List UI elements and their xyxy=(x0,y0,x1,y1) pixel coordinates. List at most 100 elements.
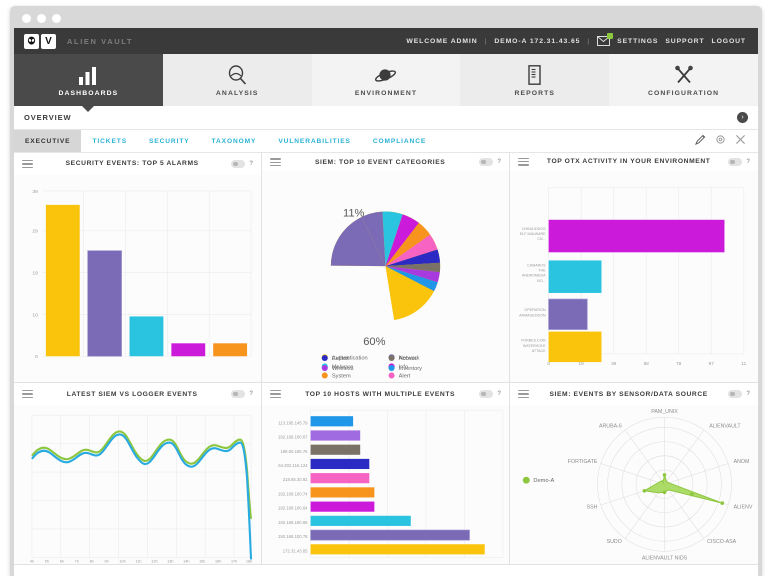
help-icon[interactable]: ? xyxy=(497,391,501,397)
collapse-toggle[interactable] xyxy=(231,390,246,398)
help-icon[interactable]: ? xyxy=(497,159,501,166)
slice-network-b xyxy=(361,212,386,267)
legend-label-demo-a: Demo-A xyxy=(533,478,554,484)
svg-text:14h: 14h xyxy=(183,560,189,564)
envelope-icon[interactable] xyxy=(597,33,614,46)
nav-label-reports: REPORTS xyxy=(514,90,556,97)
window-dot-2[interactable] xyxy=(37,14,46,23)
panel-body: 11% 60% Authentication Malware System Ne… xyxy=(262,171,509,382)
host-label: DEMO-A 172.31.43.65 xyxy=(494,37,581,45)
panel-title: SIEM: TOP 10 EVENT CATEGORIES xyxy=(314,158,446,166)
tab-security[interactable]: SECURITY xyxy=(138,130,201,152)
svg-text:39: 39 xyxy=(32,189,38,195)
collapse-toggle[interactable] xyxy=(479,158,494,167)
brand-name: ALIEN VAULT xyxy=(67,36,134,46)
bar-forbes-waterhole xyxy=(548,331,602,362)
tools-icon xyxy=(674,63,694,85)
panel-menu-icon[interactable] xyxy=(270,158,281,167)
pie-slices[interactable] xyxy=(330,211,441,321)
x-axis-ticks: 0 19 39 58 78 97 11 xyxy=(547,361,746,366)
edit-pencil-icon[interactable] xyxy=(695,132,706,150)
svg-text:SSH: SSH xyxy=(587,505,598,511)
bar-host-7 xyxy=(310,501,375,512)
help-icon[interactable]: ? xyxy=(746,391,750,397)
panel-header: LATEST SIEM VS LOGGER EVENTS ? xyxy=(14,383,261,405)
nav-tab-dashboards[interactable]: DASHBOARDS xyxy=(14,54,163,112)
svg-text:CN...: CN... xyxy=(537,237,545,241)
bars[interactable] xyxy=(45,204,248,357)
svg-text:ALIENV: ALIENV xyxy=(734,505,753,511)
bars[interactable] xyxy=(310,416,485,555)
slice-wireless xyxy=(385,266,440,283)
line-series-siem xyxy=(31,430,253,519)
svg-text:ATTACK: ATTACK xyxy=(532,349,546,353)
bar-alarm-2 xyxy=(87,250,122,357)
expand-arrow-icon[interactable]: › xyxy=(737,112,748,123)
tab-vulnerabilities[interactable]: VULNERABILITIES xyxy=(267,130,361,152)
collapse-toggle[interactable] xyxy=(479,390,494,398)
help-icon[interactable]: ? xyxy=(249,160,253,167)
bar-host-6 xyxy=(310,487,375,498)
collapse-toggle[interactable] xyxy=(728,157,743,166)
panel-menu-icon[interactable] xyxy=(518,389,529,399)
window-dot-3[interactable] xyxy=(52,14,61,23)
tab-label: TICKETS xyxy=(92,137,127,145)
panel-menu-icon[interactable] xyxy=(22,159,33,168)
tab-label: TAXONOMY xyxy=(211,137,257,145)
panel-menu-icon[interactable] xyxy=(22,389,33,399)
help-icon[interactable]: ? xyxy=(249,391,253,397)
radar-body: PAM_UNIX ALIENVAULT ANOM ALIENV CISCO-AS… xyxy=(568,409,753,561)
svg-text:19: 19 xyxy=(32,270,38,276)
svg-text:0: 0 xyxy=(547,361,550,366)
svg-text:ARMAGEDDON: ARMAGEDDON xyxy=(519,313,546,317)
collapse-toggle[interactable] xyxy=(728,390,743,398)
settings-gear-icon[interactable] xyxy=(715,132,726,150)
svg-text:THE: THE xyxy=(538,268,546,272)
tab-tickets[interactable]: TICKETS xyxy=(81,130,138,152)
collapse-toggle[interactable] xyxy=(231,159,246,168)
legend-swatch-alert xyxy=(388,372,395,379)
svg-text:11: 11 xyxy=(741,361,746,366)
svg-text:12h: 12h xyxy=(151,560,157,564)
line-series-logger xyxy=(31,433,253,560)
svg-text:192.168.100.64: 192.168.100.64 xyxy=(278,506,308,511)
svg-text:10h: 10h xyxy=(119,560,125,564)
svg-text:18h: 18h xyxy=(246,560,252,564)
panel-latest-siem-vs-logger: LATEST SIEM VS LOGGER EVENTS ? xyxy=(14,383,262,565)
settings-link[interactable]: SETTINGS xyxy=(617,37,659,45)
panel-controls: ? xyxy=(231,159,253,168)
svg-text:0: 0 xyxy=(35,354,38,360)
tab-executive[interactable]: EXECUTIVE xyxy=(14,130,82,152)
nav-tab-reports[interactable]: REPORTS xyxy=(460,54,610,106)
panel-menu-icon[interactable] xyxy=(518,157,529,166)
nav-tab-environment[interactable]: ENVIRONMENT xyxy=(311,54,461,106)
close-x-icon[interactable] xyxy=(735,132,746,150)
bar-chart-icon xyxy=(78,63,98,85)
logout-link[interactable]: LOGOUT xyxy=(711,37,746,45)
svg-text:ALIENVAULT NIDS: ALIENVAULT NIDS xyxy=(642,555,688,561)
svg-text:192.168.100.65: 192.168.100.65 xyxy=(278,520,308,525)
tab-compliance[interactable]: COMPLIANCE xyxy=(362,130,437,152)
page-title: OVERVIEW xyxy=(24,113,72,122)
bar-host-1 xyxy=(310,416,354,427)
panel-menu-icon[interactable] xyxy=(270,389,281,399)
bars[interactable] xyxy=(548,219,725,362)
pie-chart-categories: 11% 60% Authentication Malware System Ne… xyxy=(321,208,441,380)
nav-label-analysis: ANALYSIS xyxy=(215,90,259,97)
radar-points xyxy=(642,473,725,505)
tab-taxonomy[interactable]: TAXONOMY xyxy=(201,130,268,152)
v-letter-icon: V xyxy=(41,33,56,49)
slice-inventory xyxy=(385,266,438,292)
svg-text:CAMAROS: CAMAROS xyxy=(527,263,546,267)
nav-tab-analysis[interactable]: ANALYSIS xyxy=(162,54,312,106)
panel-controls: ? xyxy=(231,390,253,398)
brand-logo[interactable]: V ALIEN VAULT xyxy=(24,33,134,49)
nav-tab-configuration[interactable]: CONFIGURATION xyxy=(609,54,758,106)
slice-access xyxy=(385,263,441,273)
panel-controls: ? xyxy=(728,157,750,166)
window-dot-1[interactable] xyxy=(22,14,31,23)
top-bar-right: WELCOME ADMIN | DEMO-A 172.31.43.65 | SE… xyxy=(406,33,746,46)
support-link[interactable]: SUPPORT xyxy=(665,37,705,45)
help-icon[interactable]: ? xyxy=(746,158,750,165)
svg-text:192.168.100.67: 192.168.100.67 xyxy=(278,435,308,440)
